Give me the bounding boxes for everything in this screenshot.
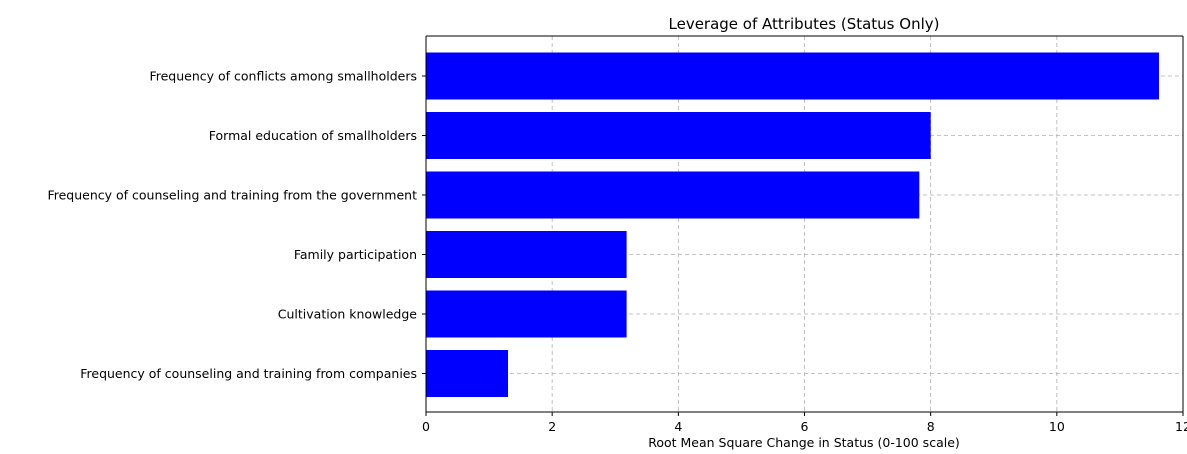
bar: [426, 171, 920, 219]
y-tick-label: Frequency of counseling and training fro…: [47, 188, 417, 203]
bars: [426, 52, 1160, 397]
x-tick-labels: 0 2 4 6 8 10 12: [422, 419, 1187, 434]
x-tick-label: 2: [548, 419, 556, 434]
y-tick-labels: Frequency of conflicts among smallholder…: [47, 69, 417, 382]
x-tick-label: 6: [801, 419, 809, 434]
bar: [426, 52, 1160, 100]
x-tick-label: 12: [1175, 419, 1187, 434]
y-tick-label: Formal education of smallholders: [209, 128, 417, 143]
bar: [426, 350, 509, 397]
bar: [426, 290, 627, 338]
y-tick-label: Frequency of conflicts among smallholder…: [149, 69, 417, 84]
x-tick-label: 0: [422, 419, 430, 434]
axes: [422, 35, 1184, 416]
x-tick-label: 10: [1049, 419, 1065, 434]
bar: [426, 231, 627, 278]
y-tick-label: Frequency of counseling and training fro…: [80, 366, 417, 381]
x-tick-label: 4: [674, 419, 682, 434]
x-tick-label: 8: [927, 419, 935, 434]
x-axis-label: Root Mean Square Change in Status (0-100…: [648, 435, 960, 450]
bar: [426, 112, 931, 159]
y-tick-label: Cultivation knowledge: [278, 307, 418, 322]
chart-title: Leverage of Attributes (Status Only): [669, 15, 940, 33]
y-tick-label: Family participation: [294, 247, 417, 262]
